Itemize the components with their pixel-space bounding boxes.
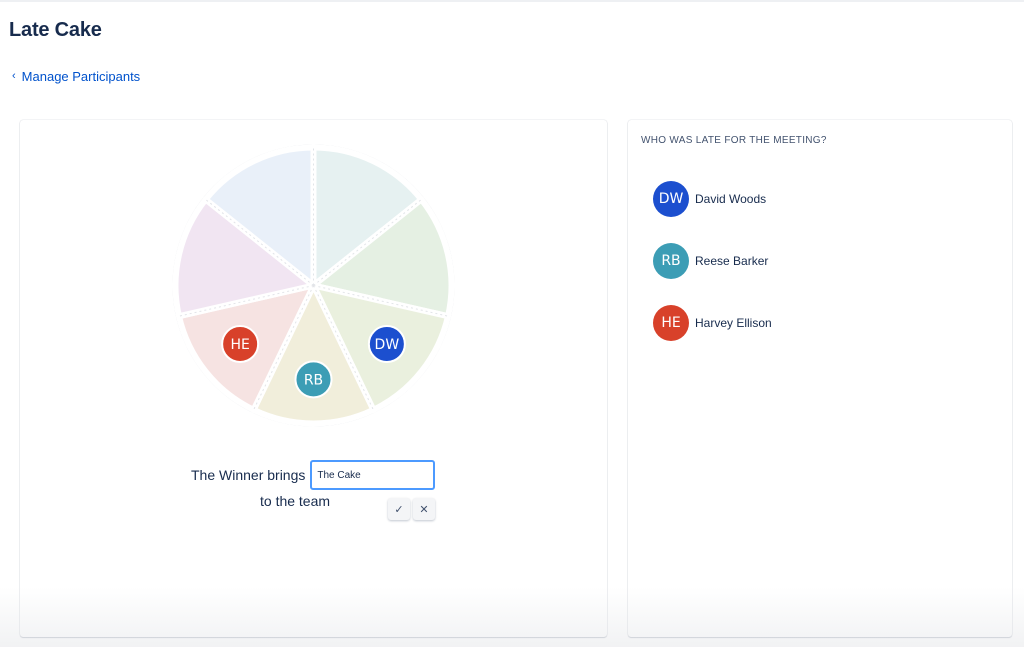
wheel-panel: DW RB HE The Winner brings to the team ✓ ✕ <box>20 120 607 637</box>
close-icon: ✕ <box>419 502 429 516</box>
participant-name: Reese Barker <box>695 254 769 268</box>
wheel-avatar-badge: HE <box>221 325 260 364</box>
participants-heading: WHO WAS LATE FOR THE MEETING? <box>641 135 827 146</box>
badge-circle <box>367 325 406 364</box>
wheel-divider <box>253 285 314 411</box>
participant-name: Harvey Ellison <box>695 316 772 330</box>
badge-initials: DW <box>375 337 400 353</box>
back-link-label: Manage Participants <box>21 69 141 84</box>
wheel-segment <box>310 196 455 320</box>
spin-wheel[interactable]: DW RB HE <box>170 142 457 429</box>
participants-panel: WHO WAS LATE FOR THE MEETING? DW David W… <box>628 120 1012 637</box>
chevron-left-icon: ‹ <box>12 70 16 82</box>
badge-circle <box>221 325 260 364</box>
prize-input[interactable] <box>310 460 436 490</box>
check-icon: ✓ <box>394 502 404 516</box>
avatar-initials: HE <box>661 315 681 331</box>
avatar: RB <box>653 243 689 279</box>
winner-prefix-text: The Winner brings <box>191 467 306 483</box>
participant-item[interactable]: RB Reese Barker <box>653 242 772 280</box>
badge-initials: HE <box>230 337 249 353</box>
edit-actions: ✓ ✕ <box>388 498 435 520</box>
confirm-button[interactable]: ✓ <box>388 498 410 520</box>
participant-item[interactable]: DW David Woods <box>653 180 772 218</box>
wheel-avatar-badge: DW <box>367 325 406 364</box>
wheel-segment <box>172 196 317 320</box>
page-title: Late Cake <box>9 19 102 41</box>
wheel-avatar-badge: RB <box>294 360 333 399</box>
participant-name: David Woods <box>695 192 767 206</box>
avatar: DW <box>653 181 689 217</box>
top-border <box>0 0 1024 2</box>
badge-circle <box>294 360 333 399</box>
badge-initials: RB <box>304 372 323 388</box>
manage-participants-link[interactable]: ‹ Manage Participants <box>12 69 140 84</box>
cancel-button[interactable]: ✕ <box>413 498 435 520</box>
avatar-initials: DW <box>658 191 684 207</box>
wheel-segment <box>202 144 317 289</box>
wheel-divider <box>313 285 449 317</box>
participant-item[interactable]: HE Harvey Ellison <box>653 304 772 342</box>
wheel-segment <box>250 282 377 427</box>
wheel-divider <box>313 285 374 411</box>
winner-caption: The Winner brings <box>191 460 436 490</box>
wheel-segment <box>310 144 425 289</box>
participant-list: DW David Woods RB Reese Barker HE Harvey… <box>653 180 772 366</box>
avatar-initials: RB <box>661 253 681 269</box>
avatar: HE <box>653 305 689 341</box>
winner-suffix-text: to the team <box>260 493 331 509</box>
